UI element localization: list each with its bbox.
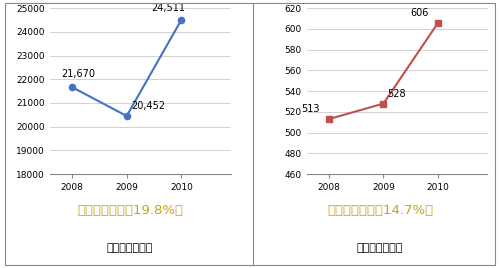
Text: 24,511: 24,511 (151, 3, 185, 13)
Text: 21,670: 21,670 (61, 69, 95, 79)
Text: 606: 606 (410, 8, 429, 18)
Text: 20,452: 20,452 (131, 101, 165, 111)
Text: 対先年度比　　19.8%増: 対先年度比 19.8%増 (77, 204, 183, 217)
Text: 年度推移施設数: 年度推移施設数 (357, 243, 403, 253)
Text: 528: 528 (388, 89, 406, 99)
Text: 対先年度比　　14.7%増: 対先年度比 14.7%増 (327, 204, 433, 217)
Text: 年度推移検査数: 年度推移検査数 (107, 243, 153, 253)
Text: 513: 513 (301, 104, 320, 114)
